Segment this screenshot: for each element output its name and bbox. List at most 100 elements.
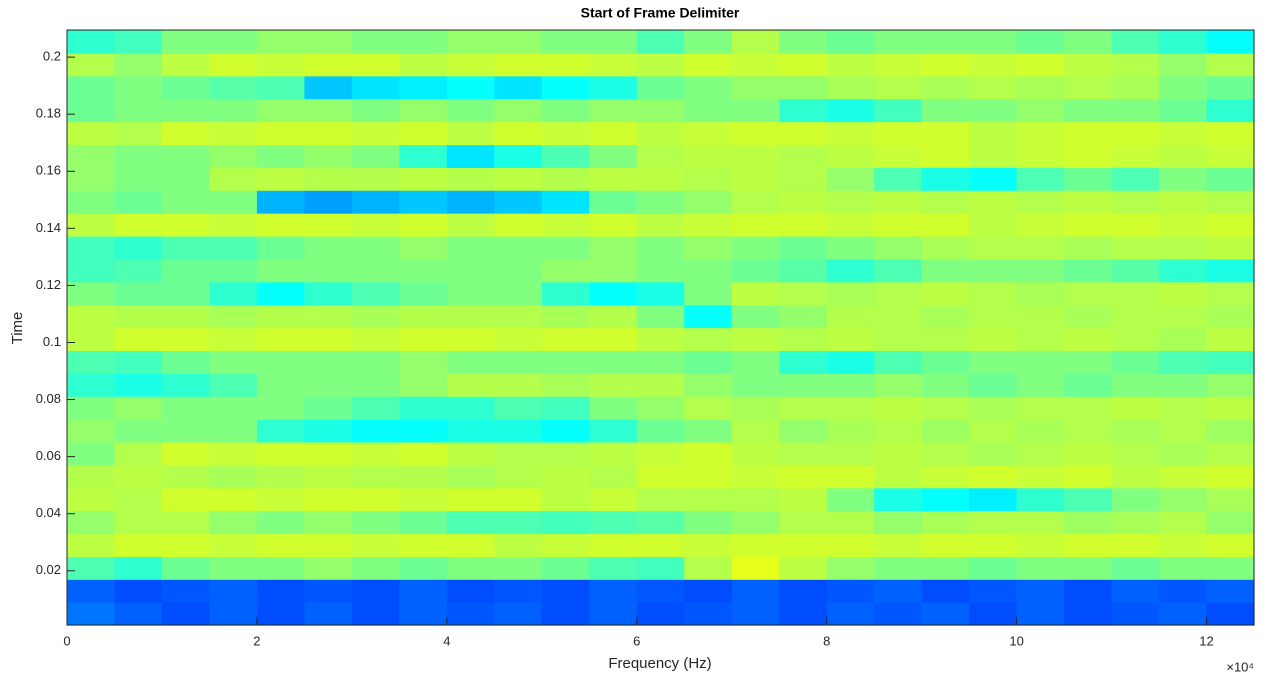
heatmap-cell bbox=[351, 396, 400, 420]
heatmap-cell bbox=[114, 235, 163, 260]
heatmap-cell bbox=[399, 487, 448, 512]
heatmap-cell bbox=[826, 487, 875, 512]
heatmap-cell bbox=[304, 441, 353, 466]
heatmap-cell bbox=[1016, 396, 1065, 420]
heatmap-cell bbox=[114, 167, 163, 191]
heatmap-cell bbox=[826, 167, 875, 191]
heatmap-cell bbox=[969, 98, 1018, 123]
heatmap-cell bbox=[1206, 602, 1255, 626]
heatmap-cell bbox=[67, 144, 116, 168]
heatmap-cell bbox=[731, 52, 780, 77]
heatmap-cell bbox=[969, 258, 1018, 283]
heatmap-cell bbox=[636, 75, 685, 100]
heatmap-cell bbox=[1206, 213, 1255, 237]
heatmap-cell bbox=[826, 396, 875, 420]
heatmap-cell bbox=[209, 281, 258, 306]
heatmap-cell bbox=[1111, 487, 1160, 512]
heatmap-cell bbox=[636, 98, 685, 123]
heatmap-cell bbox=[399, 510, 448, 535]
heatmap-cell bbox=[684, 304, 733, 329]
heatmap-cell bbox=[874, 510, 923, 535]
heatmap-cell bbox=[494, 556, 543, 580]
heatmap-cell bbox=[921, 579, 970, 603]
heatmap-cell bbox=[874, 350, 923, 374]
heatmap-cell bbox=[256, 373, 305, 397]
heatmap-cell bbox=[256, 75, 305, 100]
heatmap-cell bbox=[779, 533, 828, 557]
heatmap-cell bbox=[1016, 419, 1065, 443]
heatmap-cell bbox=[921, 144, 970, 168]
heatmap-cell bbox=[779, 510, 828, 535]
heatmap-cell bbox=[969, 121, 1018, 146]
heatmap-cell bbox=[209, 190, 258, 214]
heatmap-cell bbox=[209, 327, 258, 351]
heatmap-cell bbox=[874, 579, 923, 603]
heatmap-cell bbox=[1064, 441, 1113, 466]
heatmap-cell bbox=[1016, 487, 1065, 512]
heatmap-cell bbox=[826, 281, 875, 306]
heatmap-cell bbox=[256, 327, 305, 351]
x-tick-label: 4 bbox=[443, 633, 450, 648]
heatmap-cell bbox=[209, 30, 258, 54]
heatmap-cell bbox=[826, 327, 875, 351]
heatmap-cell bbox=[304, 396, 353, 420]
heatmap-cell bbox=[1206, 441, 1255, 466]
heatmap-cell bbox=[541, 533, 590, 557]
heatmap-cell bbox=[826, 533, 875, 557]
heatmap-cell bbox=[636, 419, 685, 443]
heatmap-cell bbox=[399, 190, 448, 214]
heatmap-cell bbox=[636, 121, 685, 146]
heatmap-cell bbox=[779, 579, 828, 603]
heatmap-cell bbox=[209, 487, 258, 512]
heatmap-cell bbox=[826, 304, 875, 329]
heatmap-cell bbox=[969, 167, 1018, 191]
heatmap-cell bbox=[114, 602, 163, 626]
heatmap-cell bbox=[494, 235, 543, 260]
heatmap-cell bbox=[161, 419, 211, 443]
heatmap-cell bbox=[541, 167, 590, 191]
heatmap-cell bbox=[589, 602, 638, 626]
heatmap-cell bbox=[304, 556, 353, 580]
heatmap-cell bbox=[1016, 304, 1065, 329]
heatmap-cell bbox=[494, 258, 543, 283]
heatmap-cell bbox=[446, 121, 495, 146]
heatmap-cell bbox=[921, 281, 970, 306]
heatmap-cell bbox=[161, 144, 211, 168]
y-tick-label: 0.08 bbox=[36, 391, 61, 406]
heatmap-cell bbox=[351, 579, 400, 603]
heatmap-cell bbox=[1206, 304, 1255, 329]
heatmap-cell bbox=[1064, 75, 1113, 100]
heatmap-cell bbox=[541, 98, 590, 123]
heatmap-cell bbox=[1016, 235, 1065, 260]
heatmap-cell bbox=[304, 579, 353, 603]
heatmap-cell bbox=[351, 98, 400, 123]
heatmap-cell bbox=[256, 441, 305, 466]
heatmap-cell bbox=[351, 235, 400, 260]
heatmap-cell bbox=[921, 556, 970, 580]
heatmap-cell bbox=[1064, 579, 1113, 603]
heatmap-cell bbox=[684, 75, 733, 100]
heatmap-cell bbox=[874, 167, 923, 191]
heatmap-cell bbox=[779, 373, 828, 397]
heatmap-cell bbox=[494, 464, 543, 489]
y-tick-label: 0.2 bbox=[43, 49, 61, 64]
heatmap-cell bbox=[209, 533, 258, 557]
heatmap-cell bbox=[161, 441, 211, 466]
heatmap-cell bbox=[399, 419, 448, 443]
heatmap-cell bbox=[1159, 373, 1208, 397]
heatmap-cell bbox=[969, 30, 1018, 54]
heatmap-cell bbox=[636, 487, 685, 512]
heatmap-cell bbox=[779, 602, 828, 626]
heatmap-cell bbox=[1159, 533, 1208, 557]
heatmap-cell bbox=[446, 30, 495, 54]
heatmap-cell bbox=[399, 602, 448, 626]
heatmap-cell bbox=[921, 419, 970, 443]
heatmap-cell bbox=[636, 396, 685, 420]
heatmap-cell bbox=[446, 441, 495, 466]
y-tick-label: 0.1 bbox=[43, 334, 61, 349]
heatmap-cell bbox=[67, 602, 116, 626]
heatmap-cell bbox=[351, 167, 400, 191]
heatmap-cell bbox=[67, 487, 116, 512]
heatmap-cell bbox=[589, 487, 638, 512]
heatmap-cell bbox=[731, 350, 780, 374]
